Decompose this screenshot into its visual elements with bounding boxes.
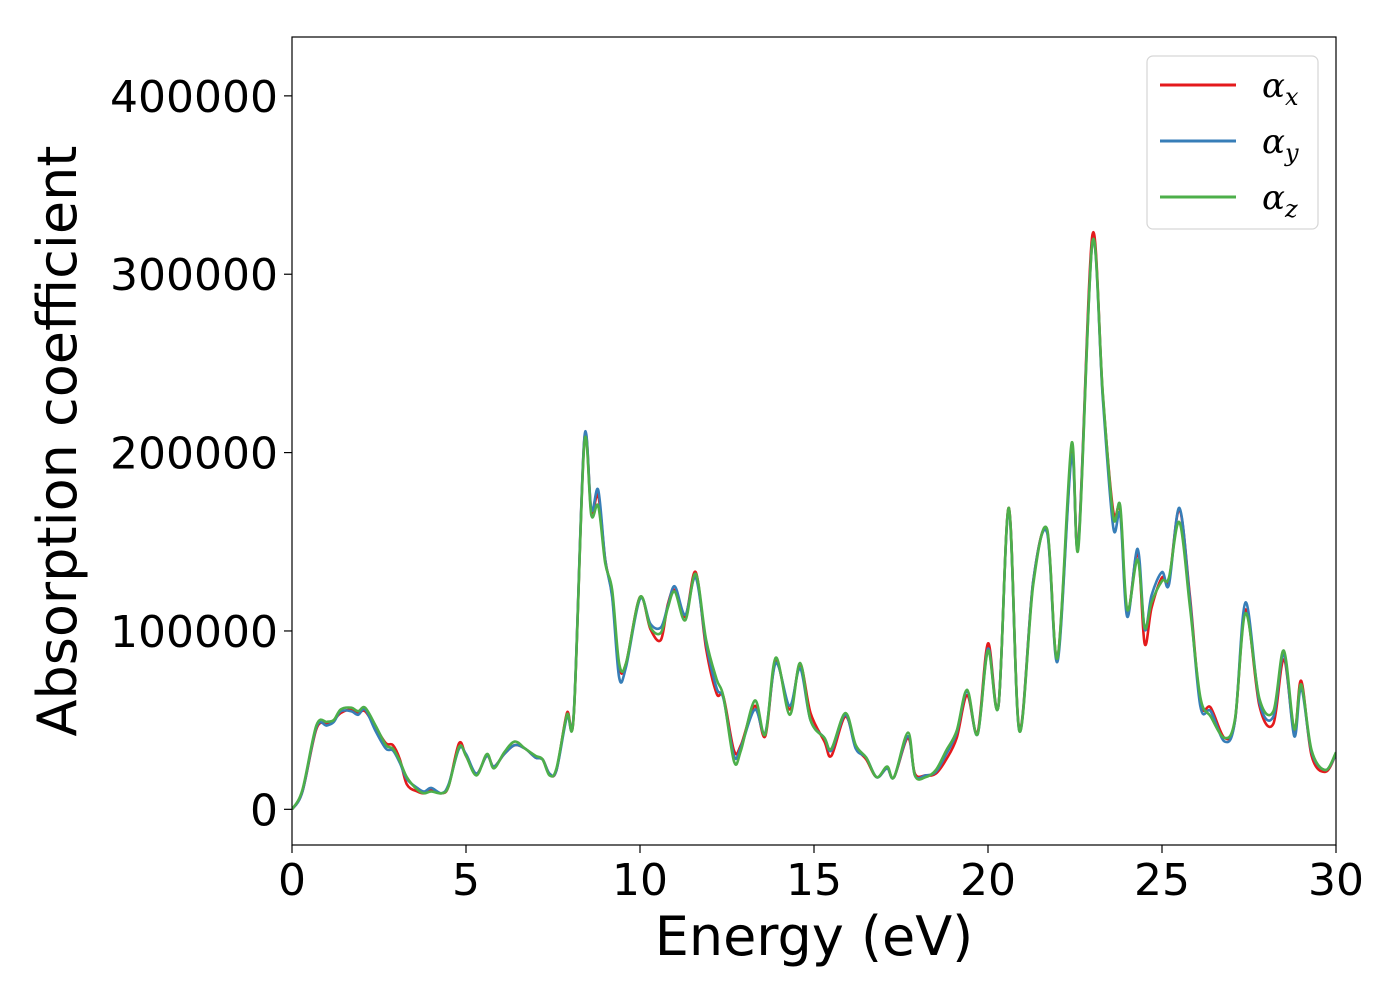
y-tick-label: 100000 xyxy=(110,607,278,658)
y-tick-label: 0 xyxy=(250,785,278,836)
legend-label-y: αy xyxy=(1262,122,1299,167)
y-tick-label: 300000 xyxy=(110,250,278,301)
x-tick-label: 30 xyxy=(1308,855,1364,906)
y-axis-label: Absorption coefficient xyxy=(26,146,89,737)
legend-label-z: αz xyxy=(1262,178,1298,223)
y-axis-ticks: 0 100000 200000 300000 400000 xyxy=(110,72,292,836)
legend: αx αy αz xyxy=(1146,55,1319,230)
x-axis-label: Energy (eV) xyxy=(655,905,974,968)
x-tick-label: 5 xyxy=(452,855,480,906)
legend-label-x: αx xyxy=(1262,66,1299,111)
x-axis-ticks: 0 5 10 15 20 25 30 xyxy=(278,845,1364,906)
y-tick-label: 200000 xyxy=(110,429,278,480)
x-tick-label: 20 xyxy=(960,855,1016,906)
series-line-alpha-z xyxy=(292,237,1336,811)
series-layer xyxy=(292,230,1336,811)
x-tick-label: 0 xyxy=(278,855,306,906)
x-tick-label: 15 xyxy=(786,855,842,906)
x-tick-label: 25 xyxy=(1134,855,1190,906)
x-tick-label: 10 xyxy=(612,855,668,906)
y-tick-label: 400000 xyxy=(110,72,278,123)
